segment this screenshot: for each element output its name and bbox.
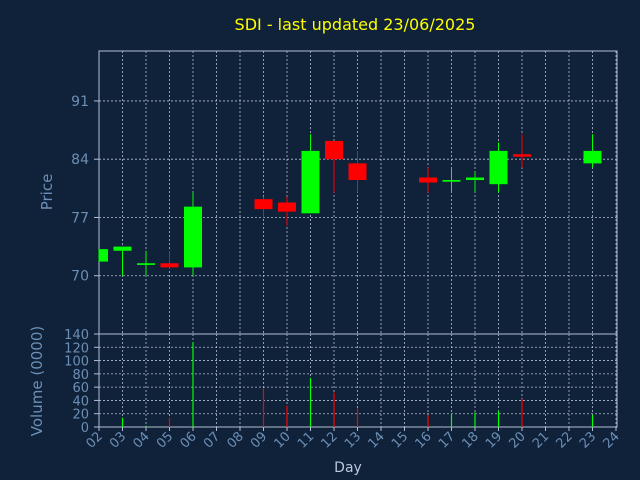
day-tick-label: 15: [389, 429, 411, 451]
day-tick-label: 09: [248, 429, 270, 451]
candle-05: [160, 250, 179, 270]
day-tick-label: 10: [272, 429, 294, 451]
volume-bars: [121, 341, 594, 427]
candle-body: [419, 177, 437, 183]
candle-body: [137, 263, 155, 265]
day-tick-label: 17: [436, 429, 458, 451]
volume-tick-label: 100: [64, 355, 89, 370]
price-tick-label: 84: [71, 152, 89, 168]
candle-18: [466, 171, 484, 193]
candle-body: [466, 177, 484, 181]
candle-10: [278, 196, 296, 226]
candle-body: [254, 199, 273, 210]
day-tick-label: 08: [225, 429, 247, 451]
volume-tick-label: 140: [64, 328, 89, 343]
day-axis-label: Day: [334, 460, 362, 476]
candle-12: [325, 140, 343, 193]
volume-tick-label: 40: [72, 394, 89, 409]
candle-16: [419, 167, 437, 193]
day-tick-label: 21: [530, 429, 552, 451]
candle-body: [184, 206, 202, 268]
candlesticks: [98, 134, 602, 276]
price-axis-label: Price: [38, 174, 56, 211]
candle-body: [442, 180, 461, 182]
candle-06: [184, 192, 202, 276]
candle-body: [113, 246, 132, 251]
candle-body: [583, 150, 602, 164]
day-tick-label: 16: [413, 429, 435, 451]
candle-body: [325, 140, 343, 160]
chart-title: SDI - last updated 23/06/2025: [235, 15, 476, 34]
day-tick-label: 03: [107, 429, 129, 451]
candle-body: [278, 202, 296, 212]
day-tick-label: 05: [154, 429, 176, 451]
candle-17: [442, 167, 461, 193]
candle-03: [113, 246, 132, 276]
price-tick-label: 70: [71, 269, 89, 285]
candle-09: [254, 196, 273, 218]
day-x-ticks: 02 03 04 05 06 07 08 09 10 11 12 13 14 15 16 17 18 19 20 21…: [84, 427, 623, 452]
volume-axis-label: Volume (0000): [28, 326, 46, 436]
candle-11: [301, 134, 320, 214]
candle-04: [137, 250, 155, 276]
day-tick-label: 19: [483, 429, 505, 451]
day-tick-label: 20: [507, 429, 529, 451]
candle-19: [489, 142, 508, 193]
candle-body: [513, 154, 531, 157]
day-tick-label: 06: [178, 429, 200, 451]
volume-tick-label: 60: [72, 381, 89, 396]
day-tick-label: 22: [554, 429, 576, 451]
candle-20: [513, 134, 531, 168]
day-tick-label: 23: [577, 429, 599, 451]
day-tick-label: 12: [319, 429, 341, 451]
day-tick-label: 04: [131, 429, 153, 451]
day-tick-label: 14: [366, 429, 388, 451]
candle-body: [301, 150, 320, 214]
volume-tick-label: 0: [81, 421, 89, 436]
day-tick-label: 13: [342, 429, 364, 451]
candle-body: [160, 263, 179, 268]
day-tick-label: 07: [201, 429, 223, 451]
candle-02: [98, 249, 108, 262]
candle-body: [99, 249, 108, 262]
volume-tick-label: 120: [64, 341, 89, 356]
day-tick-label: 24: [601, 429, 623, 451]
candle-body: [489, 150, 508, 185]
volume-tick-label: 80: [72, 368, 89, 383]
price-tick-label: 77: [71, 210, 89, 226]
day-tick-label: 11: [295, 429, 317, 451]
price-panel: 70 77 84 91 Price: [38, 50, 618, 335]
day-tick-label: 18: [460, 429, 482, 451]
price-y-ticks: 70 77 84 91: [71, 94, 99, 285]
price-tick-label: 91: [71, 94, 89, 110]
candle-23: [583, 134, 602, 168]
candle-13: [348, 150, 367, 193]
volume-tick-label: 20: [72, 408, 89, 423]
candle-body: [348, 163, 367, 181]
